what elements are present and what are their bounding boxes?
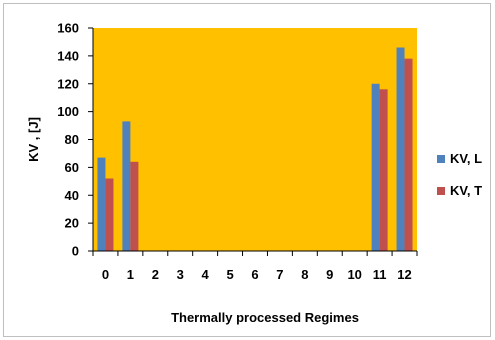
x-tick-label: 2 bbox=[152, 267, 159, 282]
x-tick-label: 8 bbox=[301, 267, 308, 282]
x-tick-label: 12 bbox=[397, 267, 411, 282]
bar-kv-t-11 bbox=[379, 89, 388, 251]
x-tick-label: 1 bbox=[127, 267, 134, 282]
legend-swatch bbox=[437, 155, 445, 163]
y-tick-label: 40 bbox=[65, 188, 79, 203]
bar-kv-l-0 bbox=[97, 157, 106, 251]
plot-area bbox=[93, 28, 417, 251]
y-tick-label: 140 bbox=[57, 48, 79, 63]
y-tick-label: 160 bbox=[57, 21, 79, 36]
legend-label: KV, T bbox=[450, 183, 482, 198]
x-tick-label: 3 bbox=[177, 267, 184, 282]
y-tick-label: 20 bbox=[65, 216, 79, 231]
bar-kv-l-12 bbox=[396, 47, 405, 252]
x-tick-label: 10 bbox=[347, 267, 361, 282]
bar-kv-l-1 bbox=[122, 121, 131, 251]
legend-swatch bbox=[437, 187, 445, 195]
x-tick-label: 7 bbox=[276, 267, 283, 282]
x-tick-label: 5 bbox=[226, 267, 233, 282]
x-tick-label: 11 bbox=[373, 267, 387, 282]
y-tick-label: 120 bbox=[57, 76, 79, 91]
x-axis-title: Thermally processed Regimes bbox=[171, 310, 359, 325]
bar-kv-t-12 bbox=[404, 58, 413, 251]
x-tick-label: 9 bbox=[326, 267, 333, 282]
bar-kv-t-0 bbox=[105, 178, 114, 251]
y-tick-label: 0 bbox=[72, 244, 79, 259]
y-tick-label: 100 bbox=[57, 104, 79, 119]
legend-label: KV, L bbox=[450, 151, 482, 166]
x-tick-label: 4 bbox=[202, 267, 210, 282]
x-tick-label: 6 bbox=[251, 267, 258, 282]
x-tick-label: 0 bbox=[102, 267, 109, 282]
legend: KV, L KV, T bbox=[437, 151, 482, 198]
y-axis-title: KV , [J] bbox=[26, 117, 41, 162]
x-axis-ticks: 0 1 2 3 4 5 6 7 8 9 10 11 12 bbox=[92, 251, 418, 282]
bar-kv-t-1 bbox=[130, 161, 139, 251]
y-axis-ticks: 0 20 40 60 80 100 120 140 160 bbox=[57, 21, 94, 259]
y-tick-label: 60 bbox=[65, 160, 79, 175]
bars bbox=[97, 47, 413, 252]
bar-kv-l-11 bbox=[371, 83, 380, 251]
y-tick-label: 80 bbox=[65, 132, 79, 147]
